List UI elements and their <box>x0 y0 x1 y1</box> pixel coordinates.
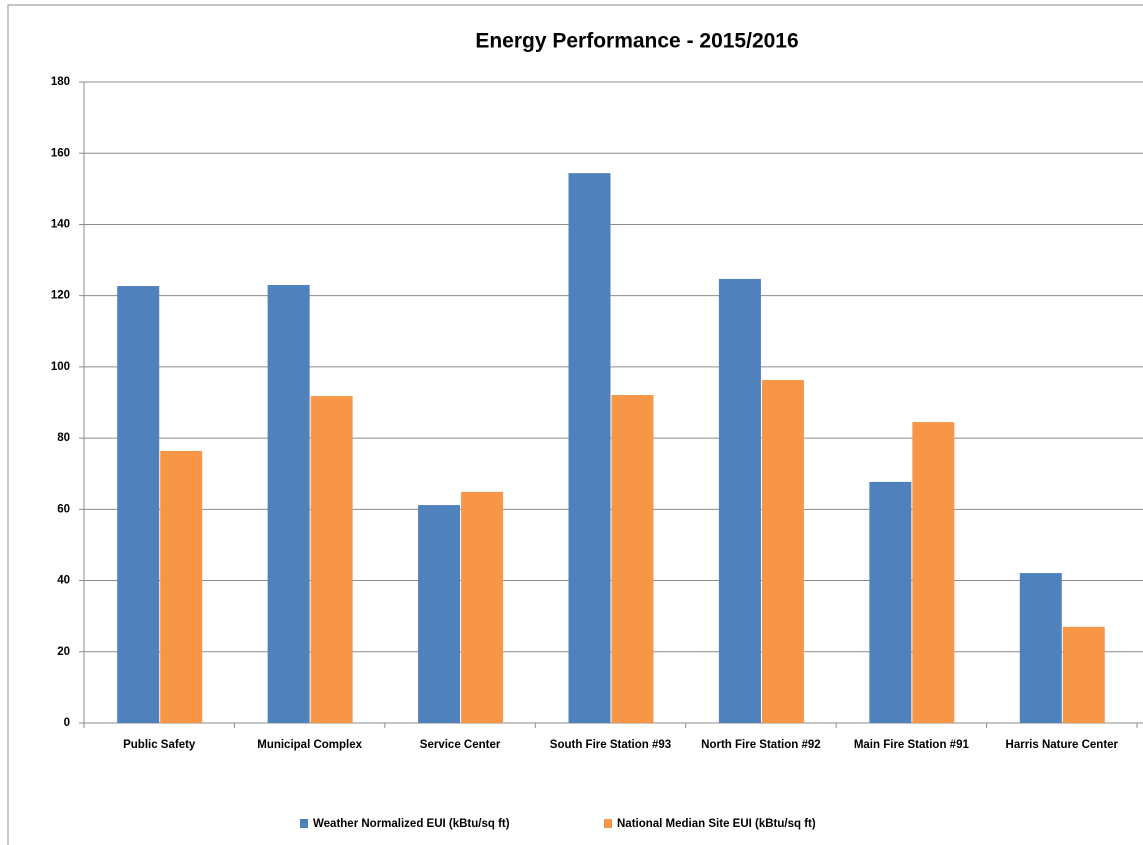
x-tick-label: Main Fire Station #91 <box>854 739 970 751</box>
x-tick-label: South Fire Station #93 <box>550 739 671 751</box>
bar <box>869 481 912 723</box>
y-tick-label: 80 <box>57 432 70 444</box>
bar <box>461 491 504 723</box>
legend-label: National Median Site EUI (kBtu/sq ft) <box>617 818 816 830</box>
bar <box>761 380 804 723</box>
bar <box>1019 573 1062 723</box>
x-tick-label: Municipal Complex <box>257 739 362 751</box>
chart-title: Energy Performance - 2015/2016 <box>475 30 798 53</box>
legend-swatch <box>300 819 308 828</box>
y-tick-label: 0 <box>64 717 70 729</box>
bar <box>1062 626 1105 723</box>
bar <box>912 422 955 723</box>
chart-frame <box>7 4 1143 845</box>
y-tick-label: 140 <box>51 218 70 230</box>
y-tick-label: 20 <box>57 646 70 658</box>
x-tick-label: Harris Nature Center <box>1006 739 1119 751</box>
y-tick-label: 180 <box>51 76 70 88</box>
legend-label: Weather Normalized EUI (kBtu/sq ft) <box>313 818 510 830</box>
y-tick-label: 40 <box>57 575 70 587</box>
y-tick-label: 160 <box>51 147 70 159</box>
legend-swatch <box>604 819 612 828</box>
y-tick-label: 120 <box>51 290 70 302</box>
bar <box>160 450 203 723</box>
bar <box>611 395 654 723</box>
x-tick-label: North Fire Station #92 <box>701 739 821 751</box>
y-tick-label: 60 <box>57 503 70 515</box>
bar <box>267 284 310 723</box>
x-tick-label: Service Center <box>420 739 501 751</box>
bar <box>568 173 611 724</box>
bar <box>718 278 761 723</box>
x-tick-label: Public Safety <box>123 739 196 751</box>
bar <box>310 396 353 723</box>
bar <box>418 505 461 723</box>
y-tick-label: 100 <box>51 361 70 373</box>
bar <box>117 286 160 723</box>
